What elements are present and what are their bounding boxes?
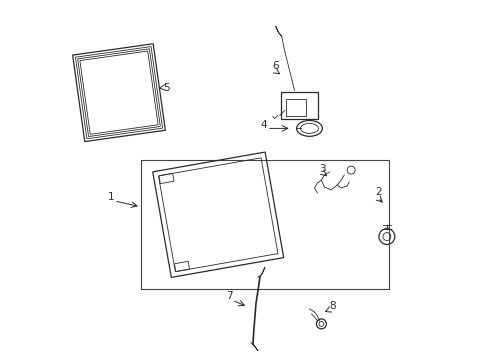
Text: 2: 2 <box>375 187 382 197</box>
Text: 5: 5 <box>164 83 170 93</box>
Text: 8: 8 <box>329 301 336 311</box>
Text: 6: 6 <box>272 61 278 71</box>
Text: 1: 1 <box>108 192 115 202</box>
Text: 7: 7 <box>226 291 233 301</box>
Text: 4: 4 <box>261 120 268 130</box>
Text: 3: 3 <box>319 164 326 174</box>
Bar <box>141 160 389 289</box>
